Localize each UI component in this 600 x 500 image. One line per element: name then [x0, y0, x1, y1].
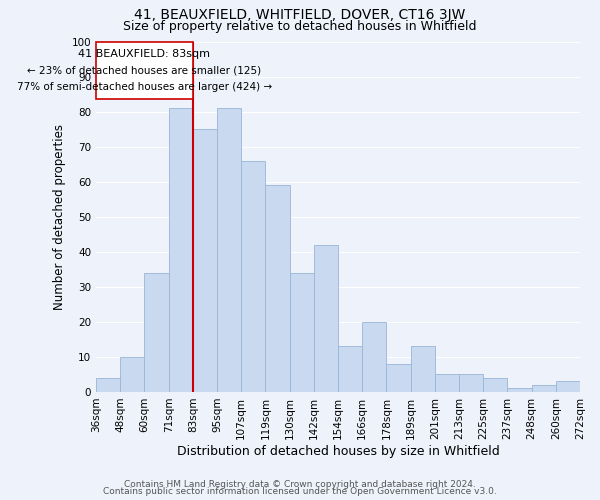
Text: Contains public sector information licensed under the Open Government Licence v3: Contains public sector information licen…	[103, 488, 497, 496]
Bar	[556, 382, 580, 392]
Bar	[265, 185, 290, 392]
Bar	[96, 378, 120, 392]
Bar	[532, 385, 556, 392]
FancyBboxPatch shape	[96, 42, 193, 100]
Text: 41, BEAUXFIELD, WHITFIELD, DOVER, CT16 3JW: 41, BEAUXFIELD, WHITFIELD, DOVER, CT16 3…	[134, 8, 466, 22]
Bar	[410, 346, 435, 392]
Bar	[314, 245, 338, 392]
Bar	[362, 322, 386, 392]
X-axis label: Distribution of detached houses by size in Whitfield: Distribution of detached houses by size …	[176, 444, 499, 458]
Bar	[217, 108, 241, 392]
Bar	[193, 129, 217, 392]
Bar	[435, 374, 459, 392]
Bar	[145, 273, 169, 392]
Bar	[508, 388, 532, 392]
Y-axis label: Number of detached properties: Number of detached properties	[53, 124, 66, 310]
Bar	[169, 108, 193, 392]
Text: 41 BEAUXFIELD: 83sqm: 41 BEAUXFIELD: 83sqm	[79, 49, 211, 59]
Bar	[120, 357, 145, 392]
Bar	[290, 273, 314, 392]
Bar	[241, 160, 265, 392]
Bar	[459, 374, 483, 392]
Text: ← 23% of detached houses are smaller (125): ← 23% of detached houses are smaller (12…	[28, 66, 262, 76]
Text: Size of property relative to detached houses in Whitfield: Size of property relative to detached ho…	[123, 20, 477, 33]
Text: Contains HM Land Registry data © Crown copyright and database right 2024.: Contains HM Land Registry data © Crown c…	[124, 480, 476, 489]
Bar	[386, 364, 410, 392]
Bar	[483, 378, 508, 392]
Text: 77% of semi-detached houses are larger (424) →: 77% of semi-detached houses are larger (…	[17, 82, 272, 92]
Bar	[338, 346, 362, 392]
